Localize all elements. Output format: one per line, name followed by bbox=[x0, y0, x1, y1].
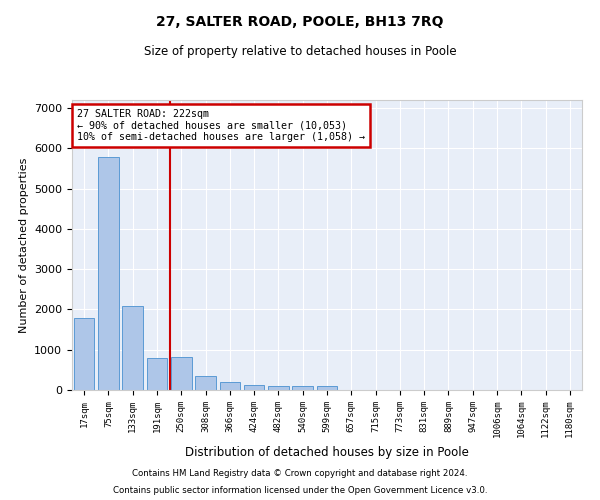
Bar bbox=[317, 386, 337, 390]
Bar bbox=[122, 306, 143, 390]
Text: 27 SALTER ROAD: 222sqm
← 90% of detached houses are smaller (10,053)
10% of semi: 27 SALTER ROAD: 222sqm ← 90% of detached… bbox=[77, 108, 365, 142]
Bar bbox=[171, 358, 191, 390]
Text: Contains public sector information licensed under the Open Government Licence v3: Contains public sector information licen… bbox=[113, 486, 487, 495]
Bar bbox=[220, 382, 240, 390]
Text: 27, SALTER ROAD, POOLE, BH13 7RQ: 27, SALTER ROAD, POOLE, BH13 7RQ bbox=[156, 15, 444, 29]
Text: Size of property relative to detached houses in Poole: Size of property relative to detached ho… bbox=[143, 45, 457, 58]
Bar bbox=[74, 318, 94, 390]
Bar bbox=[195, 376, 216, 390]
Bar bbox=[268, 386, 289, 390]
Bar bbox=[244, 385, 265, 390]
Text: Contains HM Land Registry data © Crown copyright and database right 2024.: Contains HM Land Registry data © Crown c… bbox=[132, 468, 468, 477]
X-axis label: Distribution of detached houses by size in Poole: Distribution of detached houses by size … bbox=[185, 446, 469, 458]
Bar bbox=[98, 157, 119, 390]
Y-axis label: Number of detached properties: Number of detached properties bbox=[19, 158, 29, 332]
Bar bbox=[146, 358, 167, 390]
Bar bbox=[292, 386, 313, 390]
